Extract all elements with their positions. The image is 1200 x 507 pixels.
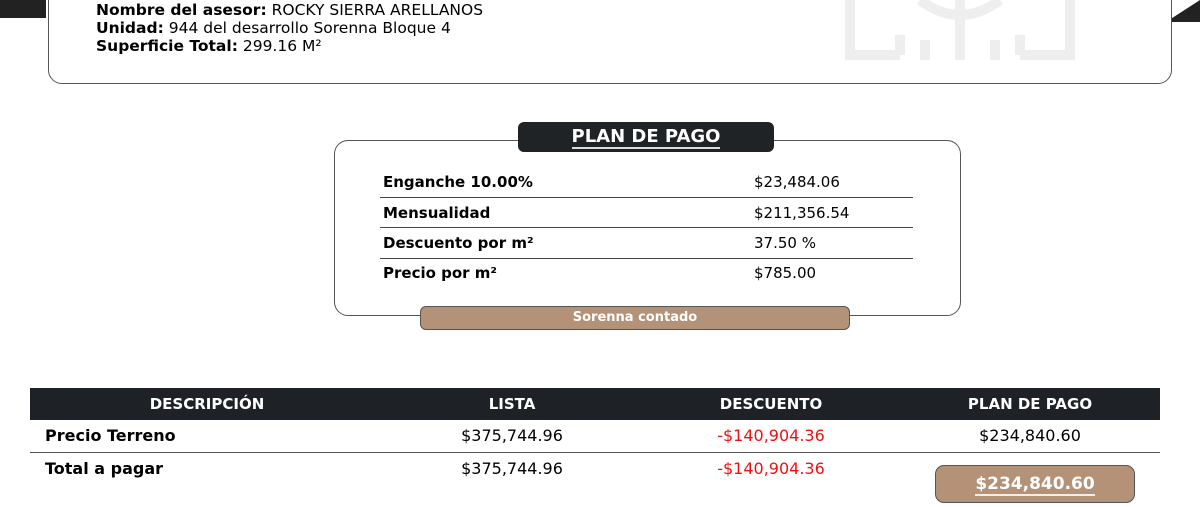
cell-descripcion: Total a pagar bbox=[45, 459, 164, 478]
plan-row: Descuento por m² 37.50 % bbox=[380, 234, 913, 264]
unidad-line: Unidad: 944 del desarrollo Sorenna Bloqu… bbox=[96, 19, 451, 37]
superficie-line: Superficie Total: 299.16 M² bbox=[96, 37, 322, 55]
divider bbox=[30, 452, 1160, 453]
header-descripcion: DESCRIPCIÓN bbox=[149, 395, 265, 413]
plan-row: Mensualidad $211,356.54 bbox=[380, 204, 913, 234]
plan-row: Precio por m² $785.00 bbox=[380, 264, 913, 294]
plan-title-text: PLAN DE PAGO bbox=[571, 126, 721, 149]
plan-row-value: $785.00 bbox=[754, 264, 817, 282]
unidad-label: Unidad: bbox=[96, 19, 164, 37]
divider bbox=[380, 227, 913, 228]
corner-decoration bbox=[1166, 0, 1200, 22]
cell-lista: $375,744.96 bbox=[461, 426, 563, 445]
header-bar-fragment bbox=[0, 0, 46, 18]
divider bbox=[380, 197, 913, 198]
plan-row-label: Descuento por m² bbox=[383, 234, 534, 252]
asesor-line: Nombre del asesor: ROCKY SIERRA ARELLANO… bbox=[96, 1, 483, 19]
header-plan-de-pago: PLAN DE PAGO bbox=[967, 395, 1093, 413]
plan-title: PLAN DE PAGO bbox=[518, 122, 774, 152]
cell-plan: $234,840.60 bbox=[979, 426, 1081, 445]
cell-descuento: -$140,904.36 bbox=[717, 426, 825, 445]
cell-lista: $375,744.96 bbox=[461, 459, 563, 478]
table-header: DESCRIPCIÓN LISTA DESCUENTO PLAN DE PAGO bbox=[30, 388, 1160, 420]
header-lista: LISTA bbox=[488, 395, 536, 413]
total-plan-value: $234,840.60 bbox=[975, 474, 1095, 496]
plan-row: Enganche 10.00% $23,484.06 bbox=[380, 173, 913, 203]
divider bbox=[380, 258, 913, 259]
logo-watermark-icon bbox=[845, 0, 1075, 60]
asesor-value: ROCKY SIERRA ARELLANOS bbox=[271, 1, 484, 19]
plan-row-value: $211,356.54 bbox=[754, 204, 850, 222]
plan-row-value: $23,484.06 bbox=[754, 173, 840, 191]
cell-descripcion: Precio Terreno bbox=[45, 426, 176, 445]
plan-row-label: Precio por m² bbox=[383, 264, 497, 282]
superficie-value: 299.16 M² bbox=[242, 37, 322, 55]
plan-row-label: Enganche 10.00% bbox=[383, 173, 533, 191]
superficie-label: Superficie Total: bbox=[96, 37, 238, 55]
header-descuento: DESCUENTO bbox=[719, 395, 823, 413]
asesor-label: Nombre del asesor: bbox=[96, 1, 267, 19]
plan-row-value: 37.50 % bbox=[754, 234, 816, 252]
plan-row-label: Mensualidad bbox=[383, 204, 491, 222]
plan-de-pago-card bbox=[334, 140, 961, 316]
unidad-value: 944 del desarrollo Sorenna Bloque 4 bbox=[168, 19, 451, 37]
total-plan-button[interactable]: $234,840.60 bbox=[935, 465, 1135, 503]
cell-descuento: -$140,904.36 bbox=[717, 459, 825, 478]
sorenna-contado-button[interactable]: Sorenna contado bbox=[420, 306, 850, 330]
